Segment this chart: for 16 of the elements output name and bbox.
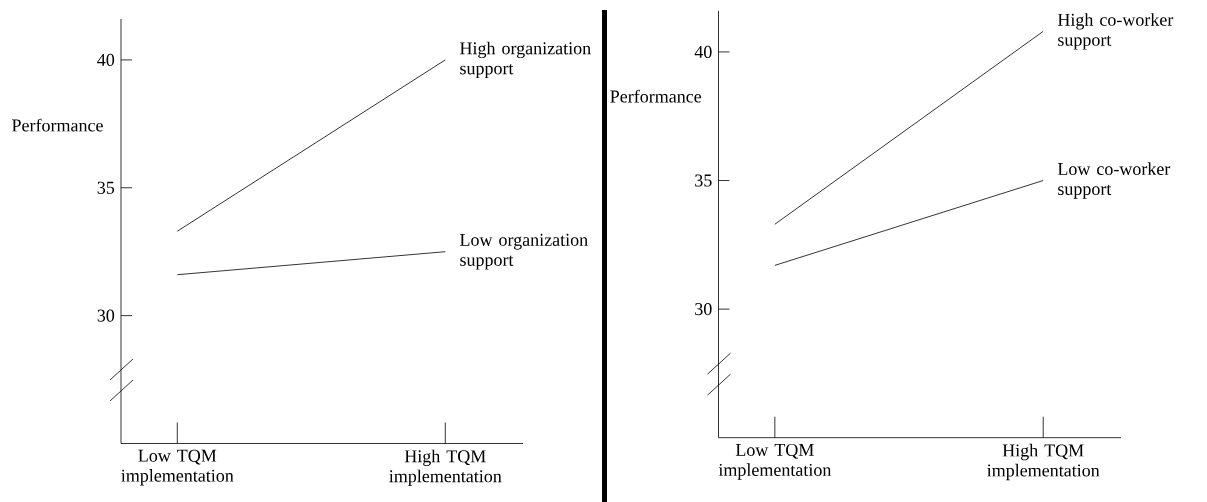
series-label: High co-worker support [1057, 13, 1174, 50]
series-label: Low co-worker support [1057, 162, 1171, 199]
series-label: High organization support [460, 41, 591, 79]
y-tick-label: 35 [97, 181, 115, 194]
y-tick-label: 35 [695, 174, 712, 187]
x-tick-label: Low TQM implementation [121, 449, 234, 486]
y-axis-title: Performance [12, 118, 103, 132]
x-tick-label: Low TQM implementation [718, 443, 832, 480]
y-tick-label: 40 [97, 53, 115, 66]
y-tick-label: 40 [694, 45, 712, 59]
y-tick-label: 30 [97, 309, 115, 322]
x-tick-label: High TQM implementation [389, 449, 502, 486]
y-tick-label: 30 [695, 303, 712, 316]
y-axis-title: Performance [610, 89, 702, 103]
series-label: Low organization support [460, 233, 588, 270]
x-tick-label: High TQM implementation [987, 443, 1100, 481]
